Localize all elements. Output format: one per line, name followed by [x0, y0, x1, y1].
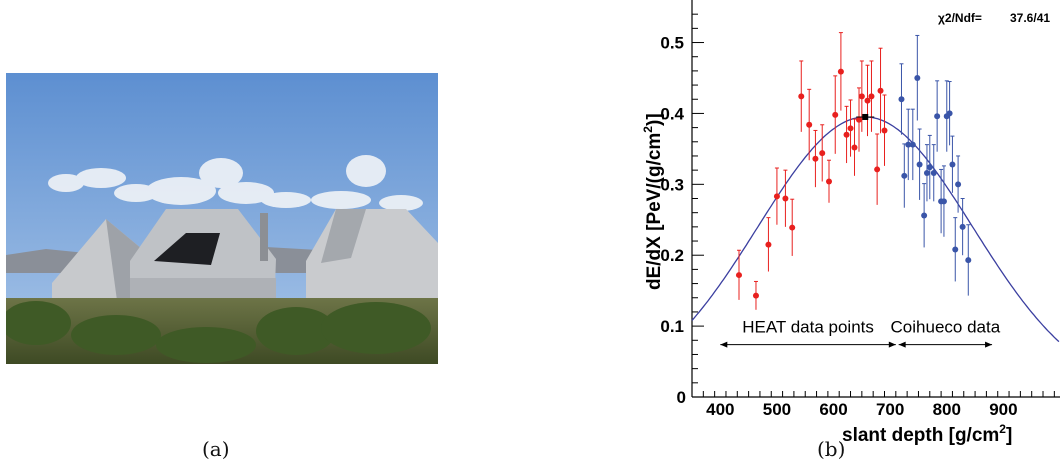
heat-data-point [782, 195, 789, 202]
x-tick-label: 600 [819, 400, 847, 419]
coihueco-data-point [909, 141, 916, 148]
annotation-arrow-head [888, 341, 896, 348]
heat-data-point [881, 127, 888, 134]
heat-data-point [773, 193, 780, 200]
heat-data-point [826, 178, 833, 185]
heat-data-point [858, 93, 865, 100]
coihueco-data-point [914, 74, 921, 81]
y-tick-label: 0.4 [660, 104, 684, 123]
x-axis-title: slant depth [g/cm2] [842, 422, 1012, 445]
coihueco-data-point [959, 223, 966, 230]
coihueco-data-point [955, 181, 962, 188]
coihueco-data-point [905, 141, 912, 148]
y-tick-label: 0.1 [660, 317, 684, 336]
coihueco-data-point [946, 110, 953, 117]
coihueco-data-point [940, 198, 947, 205]
y-tick-label: 0.5 [660, 34, 684, 53]
heat-annotation: HEAT data points [742, 318, 874, 337]
heat-data-point [765, 241, 772, 248]
heat-data-point [837, 68, 844, 75]
heat-data-point [856, 116, 863, 123]
annotation-arrow-head [898, 341, 906, 348]
shrubs [6, 301, 431, 363]
coihueco-data-point [965, 257, 972, 264]
x-tick-label: 700 [876, 400, 904, 419]
heat-data-point [789, 224, 796, 231]
heat-data-point [847, 125, 854, 132]
building-center-window [154, 233, 220, 265]
energy-deposit-chart: 400 500 600 700 800 900 0 0.1 0.2 0.3 0.4 0.5 HEAT d… [641, 0, 1060, 445]
x-tick-label: 400 [706, 400, 734, 419]
coihueco-data-point [949, 161, 956, 168]
heat-data-point [752, 292, 759, 299]
coihueco-data-point [930, 169, 937, 176]
caption-a: (a) [202, 437, 230, 461]
heat-data-point [806, 121, 813, 128]
heat-data-point [851, 144, 858, 151]
coihueco-data-point [901, 172, 908, 179]
heat-data-point [832, 111, 839, 118]
heat-data-point [812, 155, 819, 162]
coihueco-annotation: Coihueco data [891, 318, 1001, 337]
coihueco-data-point [934, 113, 941, 120]
annotation-arrow-head [985, 341, 993, 348]
y-tick-label: 0 [677, 388, 686, 407]
x-tick-label: 800 [933, 400, 961, 419]
heat-data-point [798, 93, 805, 100]
x-tick-label: 900 [989, 400, 1017, 419]
heat-data-point [868, 93, 875, 100]
heat-data-point [843, 131, 850, 138]
coihueco-data-point [952, 246, 959, 253]
y-tick-label: 0.3 [660, 175, 684, 194]
telescope-building-photo [6, 73, 438, 364]
heat-data-point [819, 150, 826, 157]
coihueco-data-point [923, 169, 930, 176]
building-right-shade [321, 209, 366, 263]
heat-data-point [864, 97, 871, 104]
caption-b: (b) [817, 437, 846, 461]
coihueco-data-point [921, 212, 928, 219]
heat-data-point [735, 272, 742, 279]
y-tick-label: 0.2 [660, 246, 684, 265]
y-axis-title: dE/dX [PeV/(g/cm2)] [641, 113, 665, 290]
clouds [48, 155, 423, 211]
tower [260, 213, 268, 261]
max-marker [862, 113, 869, 120]
stats-label: χ2/Ndf= [938, 11, 982, 25]
heat-data-point [877, 87, 884, 94]
coihueco-data-point [916, 161, 923, 168]
heat-data-point [874, 166, 881, 173]
fit-curve [691, 116, 1060, 343]
plot-area: 400 500 600 700 800 900 0 0.1 0.2 0.3 0.4 0.5 HEAT d… [660, 0, 1060, 419]
x-tick-label: 500 [763, 400, 791, 419]
coihueco-data-point [926, 164, 933, 171]
coihueco-data-point [898, 96, 905, 103]
stats-value: 37.6/41 [1010, 11, 1050, 25]
annotation-arrow-head [720, 341, 728, 348]
